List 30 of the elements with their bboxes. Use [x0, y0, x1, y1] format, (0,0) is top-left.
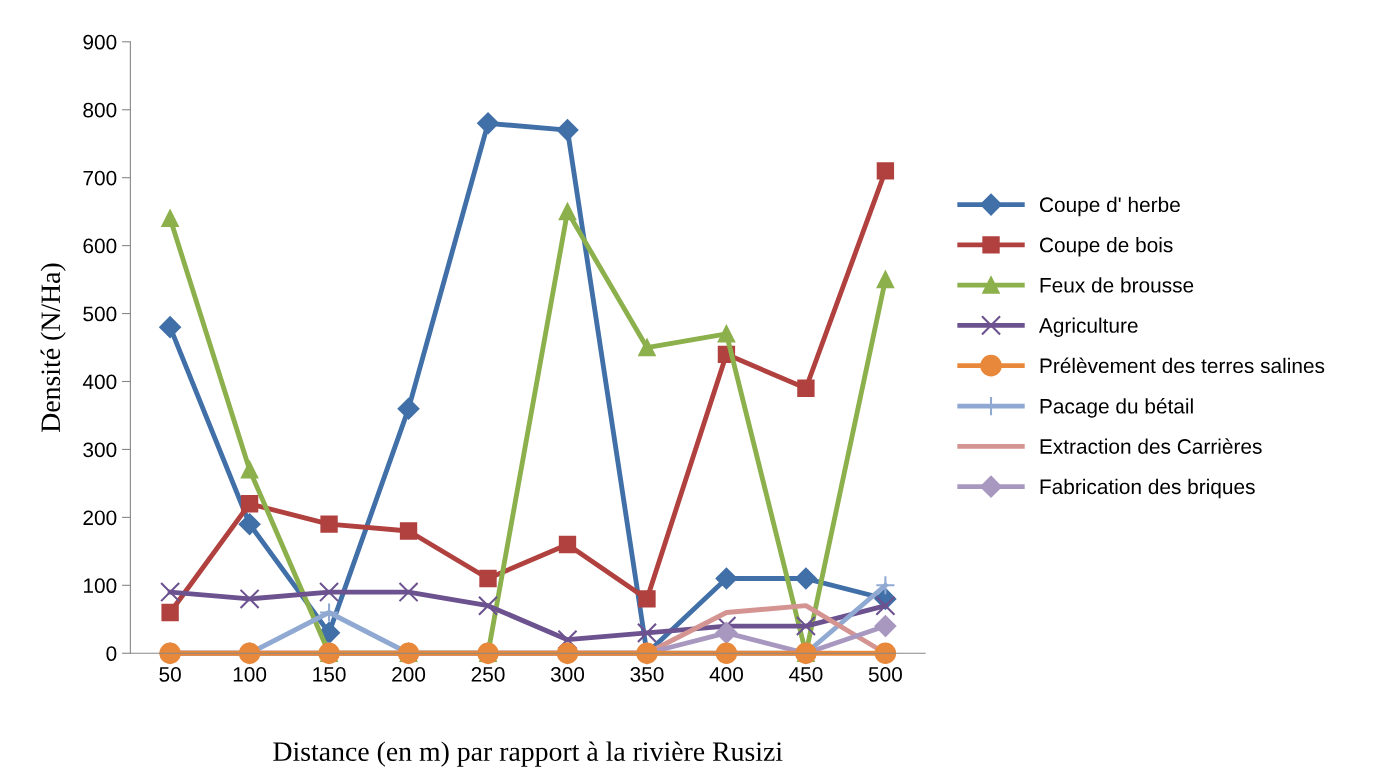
- x-tick-label: 150: [313, 667, 346, 682]
- legend-label: Prélèvement des terres salines: [1040, 357, 1325, 374]
- legend-label: Fabrication des briques: [1040, 478, 1255, 499]
- x-axis-title: Distance (en m) par rapport à la rivière Rusizi: [273, 741, 783, 767]
- x-tick-label: 400: [709, 667, 744, 682]
- y-tick-label: 200: [83, 510, 117, 526]
- x-tick-label: 200: [392, 667, 426, 682]
- y-tick-label: 600: [83, 238, 117, 254]
- y-tick-label: 700: [83, 170, 117, 186]
- legend-label: Pacage du bétail: [1040, 398, 1193, 418]
- y-tick-label: 300: [83, 442, 117, 458]
- y-tick-label: 400: [82, 374, 117, 390]
- y-tick-label: 900: [83, 34, 117, 50]
- y-tick-label: 0: [106, 646, 117, 662]
- y-tick-label: 100: [84, 578, 117, 594]
- x-tick-label: 300: [550, 667, 585, 682]
- legend-label: Feux de brousse: [1040, 277, 1194, 293]
- x-tick-label: 50: [159, 667, 181, 682]
- x-tick-label: 450: [789, 667, 823, 682]
- y-tick-label: 500: [83, 306, 117, 322]
- x-tick-label: 500: [868, 667, 902, 682]
- x-tick-label: 250: [471, 667, 505, 682]
- y-tick-label: 800: [83, 102, 117, 118]
- x-tick-label: 350: [630, 667, 664, 682]
- legend-label: Coupe d' herbe: [1040, 196, 1180, 217]
- legend-label: Agriculture: [1038, 317, 1138, 337]
- y-axis-title: Densité (N/Ha): [40, 263, 66, 432]
- legend-label: Extraction des Carrières: [1040, 438, 1262, 454]
- x-tick-label: 100: [233, 667, 267, 682]
- legend-label: Coupe de bois: [1040, 237, 1173, 257]
